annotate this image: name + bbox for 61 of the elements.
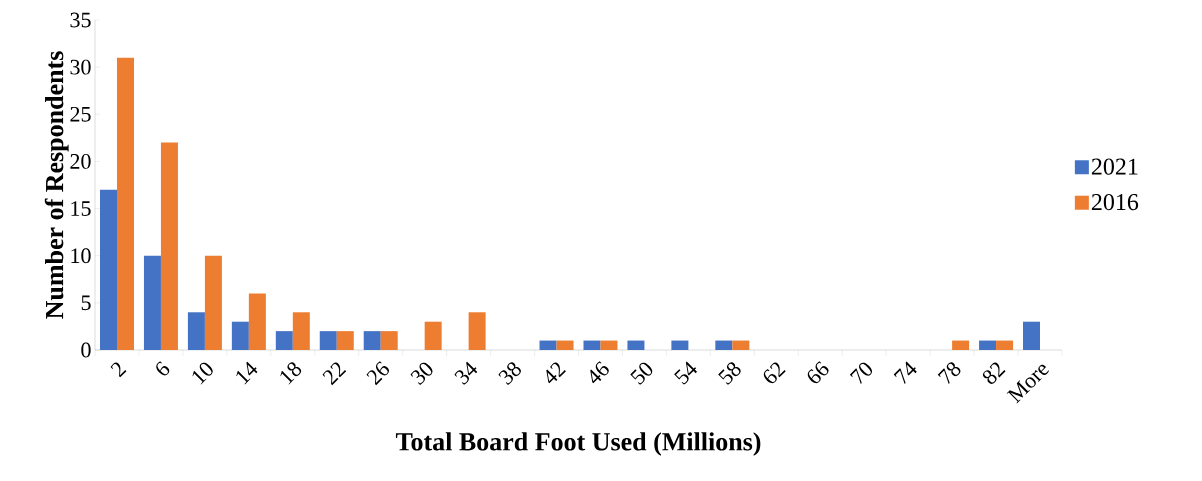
x-tick-label: 34 [454,361,478,385]
y-tick-label: 30 [70,59,91,75]
bar [583,340,601,350]
bar [715,340,733,350]
bar [99,189,117,350]
bar [275,331,293,350]
y-tick-label: 20 [70,154,91,169]
bar [468,312,486,350]
x-tick-label: 22 [322,362,347,386]
x-tick-label: 82 [982,362,1006,384]
x-tick-label: 38 [498,362,521,385]
bar [979,340,997,350]
legend-label: 2021 [1091,158,1138,175]
bar [671,340,689,350]
x-tick-label: 14 [236,361,258,385]
y-tick-label: 25 [70,106,91,122]
x-tick-label: 78 [937,362,961,385]
bar [424,321,442,350]
x-tick-label: 26 [366,361,390,386]
bar [627,340,645,350]
bar [143,255,161,350]
x-tick-label: 50 [630,362,653,385]
bar [336,331,354,350]
bar [996,340,1014,350]
bar [600,340,618,350]
x-tick-label: 2 [110,362,127,378]
y-tick-label: 5 [81,295,91,311]
bar [116,57,134,350]
bar [248,293,266,350]
legend-label: 2016 [1091,193,1139,211]
x-tick-label: 62 [763,362,786,384]
bar [319,331,337,350]
y-axis-title: Number of Respondents [44,51,69,319]
y-tick-label: 15 [71,201,91,216]
x-axis-title: Total Board Foot Used (Millions) [395,432,761,456]
bar [160,142,178,350]
bar [363,331,381,350]
bar [204,255,222,350]
bar [539,340,557,350]
bar [292,312,310,350]
bar [187,312,205,350]
bar [1023,321,1041,350]
x-tick-label: 18 [280,362,302,385]
x-tick-label: 30 [410,362,433,385]
x-tick-label: 54 [674,361,697,385]
x-tick-label: 70 [849,362,873,385]
x-tick-label: 46 [590,361,609,384]
y-tick-label: 35 [70,12,91,28]
y-tick-label: 0 [81,342,91,358]
x-tick-label: 66 [807,361,829,384]
x-tick-label: 10 [192,362,213,385]
bar [556,340,574,350]
x-tick-label: 42 [546,362,566,384]
x-tick-label: 58 [718,362,741,385]
bar [380,331,398,350]
bar [732,340,750,350]
y-tick-label: 10 [71,248,91,264]
x-tick-label: 6 [156,361,170,376]
bar [952,340,970,350]
x-tick-label: 74 [893,361,917,384]
bar [231,321,249,350]
